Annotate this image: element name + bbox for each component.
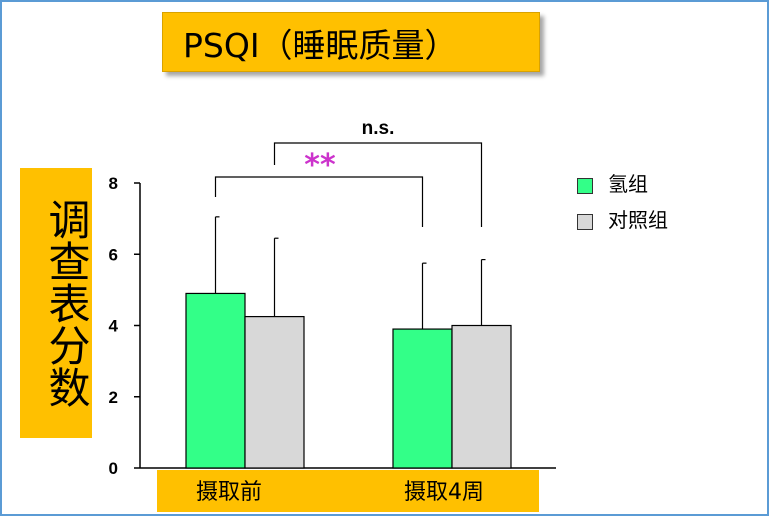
significance-bracket-control <box>273 142 483 227</box>
y-tick-label: 2 <box>109 388 118 407</box>
legend-swatch-0 <box>577 178 593 194</box>
legend-label-1: 对照组 <box>608 208 668 232</box>
bar-0-0 <box>185 292 246 469</box>
significance-label-control: n.s. <box>362 118 395 139</box>
y-tick-label: 0 <box>109 459 118 478</box>
legend-label-0: 氢组 <box>608 172 648 196</box>
y-axis-label: 调查表分数 <box>42 198 91 408</box>
x-axis-category-banner <box>157 470 539 512</box>
title-banner <box>162 12 540 72</box>
y-tick-label: 6 <box>109 245 118 264</box>
significance-label-hydrogen: ** <box>304 148 336 183</box>
bar-1-0 <box>244 315 305 469</box>
y-axis-label-banner <box>20 168 92 438</box>
x-category-label-0: 摄取前 <box>196 480 263 505</box>
bar-0-1 <box>392 328 453 469</box>
x-category-label-1: 摄取4周 <box>404 480 484 505</box>
significance-bracket-hydrogen <box>214 176 424 227</box>
chart-title: PSQI（睡眠质量） <box>183 26 458 65</box>
bar-1-1 <box>451 324 512 469</box>
legend-swatch-1 <box>577 214 593 230</box>
y-tick-label: 8 <box>109 174 118 193</box>
y-tick-label: 4 <box>109 317 119 336</box>
